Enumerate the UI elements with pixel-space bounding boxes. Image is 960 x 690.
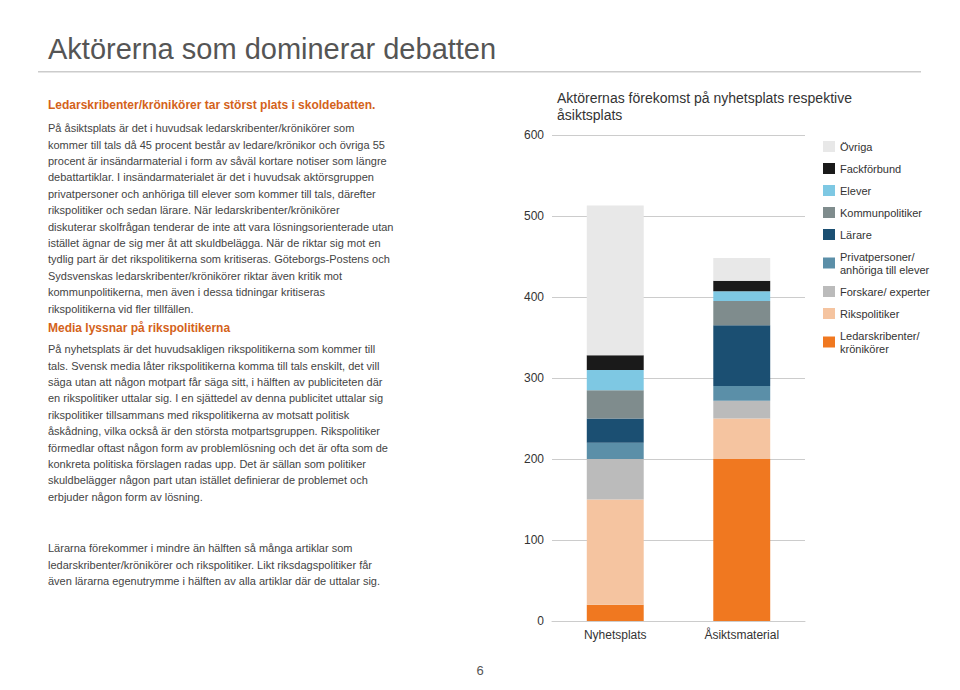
svg-text:krönikörer: krönikörer: [840, 343, 889, 355]
svg-text:skuldbelägger någon part utan: skuldbelägger någon part utan istället d…: [48, 474, 368, 486]
svg-text:500: 500: [524, 209, 544, 223]
svg-text:Nyhetsplats: Nyhetsplats: [584, 628, 647, 642]
svg-text:åsiktsplats: åsiktsplats: [557, 107, 622, 123]
svg-text:Ledarskribenter/: Ledarskribenter/: [840, 330, 920, 342]
svg-text:600: 600: [524, 128, 544, 142]
svg-text:Aktörerna som dominerar debatt: Aktörerna som dominerar debatten: [48, 33, 496, 65]
svg-text:400: 400: [524, 290, 544, 304]
svg-text:Åsiktsmaterial: Åsiktsmaterial: [704, 627, 779, 642]
svg-text:erbjuder någon form av lösning: erbjuder någon form av lösning.: [48, 491, 203, 503]
svg-text:Media lyssnar på rikspolitiker: Media lyssnar på rikspolitikerna: [48, 321, 230, 335]
svg-text:300: 300: [524, 371, 544, 385]
svg-text:procent är insändarmaterial i: procent är insändarmaterial i form av så…: [48, 155, 387, 167]
svg-text:Fackförbund: Fackförbund: [840, 163, 901, 175]
svg-text:säga utan att någon motpart få: säga utan att någon motpart får säga sit…: [48, 376, 383, 388]
svg-text:Sydsvenskas ledarskribenter/kr: Sydsvenskas ledarskribenter/krönikörer r…: [48, 270, 342, 282]
svg-text:åskådning, vilka också är den: åskådning, vilka också är den största mo…: [48, 425, 380, 437]
svg-text:rikspolitiker och sedan lärare: rikspolitiker och sedan lärare. När leda…: [48, 204, 340, 216]
svg-text:200: 200: [524, 452, 544, 466]
svg-text:Privatpersoner/: Privatpersoner/: [840, 251, 916, 263]
svg-text:även lärarna egenutrymme i häl: även lärarna egenutrymme i hälften av al…: [48, 575, 380, 587]
svg-text:Övriga: Övriga: [840, 141, 873, 153]
svg-text:debattartiklar. I insändarmate: debattartiklar. I insändarmaterialet är …: [48, 171, 374, 183]
svg-text:Lärare: Lärare: [840, 229, 872, 241]
svg-text:Elever: Elever: [840, 185, 872, 197]
svg-text:Aktörernas förekomst på nyhets: Aktörernas förekomst på nyhetsplats resp…: [557, 90, 852, 106]
svg-text:ledarskribenter/krönikörer och: ledarskribenter/krönikörer och rikspolit…: [48, 559, 372, 571]
svg-text:kommer till tals då 45 procent: kommer till tals då 45 procent består av…: [48, 139, 385, 151]
svg-text:Lärarna förekommer i mindre än: Lärarna förekommer i mindre än hälften s…: [48, 542, 352, 554]
svg-text:På nyhetsplats är det huvudsak: På nyhetsplats är det huvudsakligen riks…: [48, 343, 375, 355]
svg-text:istället ägnar de sig mer åt a: istället ägnar de sig mer åt att skuldbe…: [48, 237, 381, 249]
svg-text:privatpersoner och anhöriga ti: privatpersoner och anhöriga till elever …: [48, 188, 376, 200]
svg-text:Rikspolitiker: Rikspolitiker: [840, 308, 900, 320]
svg-text:0: 0: [537, 614, 544, 628]
svg-text:rikspolitikerna vid fler tillf: rikspolitikerna vid fler tillfällen.: [48, 303, 194, 315]
svg-text:förmedlar oftast någon form av: förmedlar oftast någon form av problemlö…: [48, 442, 388, 454]
svg-text:rikspolitiker tillsammans med: rikspolitiker tillsammans med rikspoliti…: [48, 409, 350, 421]
svg-text:6: 6: [476, 663, 483, 678]
svg-text:diskuterar skolfrågan tenderar: diskuterar skolfrågan tenderar de inte a…: [48, 221, 394, 233]
svg-text:en rikspolitiker uttalar sig.: en rikspolitiker uttalar sig. I en sjätt…: [48, 392, 383, 404]
svg-text:På åsiktsplats är det i huvuds: På åsiktsplats är det i huvudsak ledarsk…: [48, 122, 354, 134]
svg-text:Kommunpolitiker: Kommunpolitiker: [840, 207, 922, 219]
svg-text:anhöriga till elever: anhöriga till elever: [840, 264, 930, 276]
svg-text:Ledarskribenter/krönikörer tar: Ledarskribenter/krönikörer tar störst pl…: [48, 98, 375, 112]
svg-text:Forskare/ experter: Forskare/ experter: [840, 286, 930, 298]
svg-text:konkreta politiska förslagen r: konkreta politiska förslagen radas upp. …: [48, 458, 366, 470]
svg-text:kommunpolitikerna, men även i: kommunpolitikerna, men även i dessa tidn…: [48, 286, 325, 298]
svg-text:tydlig part är det rikspolitik: tydlig part är det rikspolitikerna som k…: [48, 253, 390, 265]
svg-text:tals. Svensk media låter riksp: tals. Svensk media låter rikspolitikerna…: [48, 360, 379, 372]
svg-text:100: 100: [524, 533, 544, 547]
